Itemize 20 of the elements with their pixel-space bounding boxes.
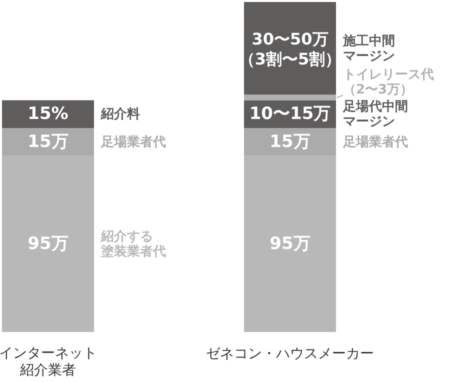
series-label: 紹介する塗装業者代 — [100, 228, 166, 259]
series-label: 足場代中間マージン — [342, 99, 408, 130]
data-label: 15万 — [270, 132, 310, 152]
series-label: 足場業者代 — [100, 134, 166, 150]
data-label: 15万 — [28, 132, 68, 152]
data-label: 95万 — [270, 234, 310, 254]
data-label: 95万 — [28, 234, 68, 254]
series-label: 施工中間マージン — [342, 32, 395, 64]
bar — [244, 128, 336, 156]
series-label: トイレリース代（2〜3万） — [343, 67, 434, 98]
x-tick-label: インターネット紹介業者 — [0, 346, 97, 378]
data-label: 10〜15万 — [249, 104, 331, 124]
x-tick-label: ゼネコン・ハウスメーカー — [206, 346, 374, 362]
bar — [2, 156, 94, 332]
series-label: 紹介料 — [100, 106, 140, 122]
bar — [2, 128, 94, 156]
data-label: 15% — [28, 104, 68, 124]
bar — [244, 156, 336, 332]
data-label: 30〜50万（3割〜5割） — [238, 28, 342, 68]
text: 足場業者代 — [343, 134, 408, 150]
